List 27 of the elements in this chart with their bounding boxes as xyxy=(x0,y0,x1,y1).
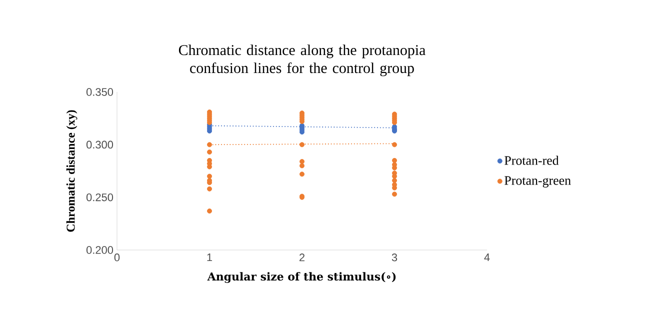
x-tick-label: 3 xyxy=(392,254,398,262)
x-tick-label: 4 xyxy=(484,254,490,262)
y-axis-title: Chromatic distance (xy) xyxy=(66,110,78,232)
point xyxy=(300,163,304,168)
point xyxy=(207,186,212,192)
y-tick-label: 0.300 xyxy=(86,140,114,149)
point xyxy=(207,174,212,179)
point xyxy=(392,158,397,163)
point xyxy=(300,172,304,177)
y-tick-label: 0.200 xyxy=(86,246,114,254)
legend-label: Protan-green xyxy=(504,176,571,188)
chart-title: Chromatic distance along the protanopia confusion lines for the control group xyxy=(178,44,426,76)
point xyxy=(392,192,397,197)
point xyxy=(207,150,212,155)
x-tick-label: 0 xyxy=(114,254,120,262)
y-tick-label: 0.250 xyxy=(86,193,114,202)
y-tick-label: 0.350 xyxy=(86,88,114,96)
point xyxy=(207,142,212,148)
x-axis-title: Angular size of the stimulus(∘) xyxy=(207,272,396,283)
point xyxy=(392,178,397,183)
point xyxy=(300,159,304,164)
point xyxy=(392,142,397,148)
x-tick-label: 1 xyxy=(207,254,212,262)
point xyxy=(207,208,212,214)
legend-label: Protan-red xyxy=(504,156,559,165)
point xyxy=(300,142,304,148)
x-tick-label: 2 xyxy=(300,254,305,262)
